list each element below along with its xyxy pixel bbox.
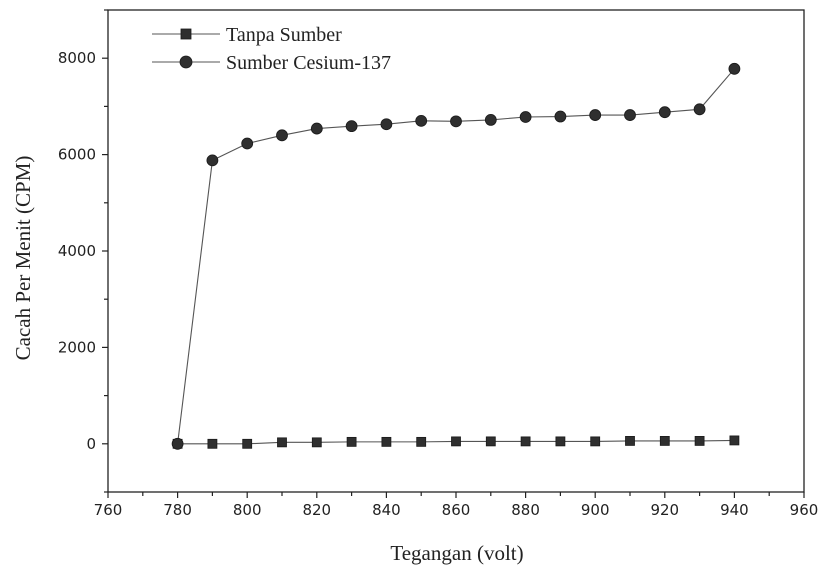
data-point-0-860 [451, 436, 461, 447]
data-point-0-920 [659, 436, 670, 446]
data-point-1-830 [345, 120, 358, 133]
x-tick-label-780: 780 [163, 501, 192, 519]
data-point-0-850 [416, 436, 427, 447]
x-tick-label-840: 840 [372, 501, 401, 519]
data-point-1-840 [380, 118, 393, 131]
data-point-1-940 [728, 62, 741, 75]
series-1 [171, 62, 741, 450]
data-point-0-870 [485, 436, 496, 447]
data-point-1-920 [658, 106, 671, 119]
legend-label-0: Tanpa Sumber [226, 24, 342, 46]
x-tick-label-860: 860 [442, 501, 471, 519]
axis-ticks: 760 780 800 820 840 860 880 900 920 940 960 0 2000 40… [58, 9, 819, 519]
x-tick-label-820: 820 [302, 501, 331, 519]
data-point-1-870 [484, 113, 497, 126]
data-point-0-910 [625, 436, 635, 446]
x-axis-title: Tegangan (volt) [390, 541, 523, 565]
x-tick-label-920: 920 [650, 501, 679, 519]
data-point-0-810 [277, 437, 287, 448]
y-tick-label-2000: 2000 [58, 338, 96, 356]
data-point-1-860 [450, 115, 462, 128]
legend-label-1: Sumber Cesium-137 [226, 52, 391, 74]
data-point-1-810 [276, 129, 288, 142]
x-tick-label-880: 880 [511, 501, 540, 519]
data-point-0-940 [729, 435, 740, 446]
data-point-0-880 [520, 436, 531, 447]
legend-marker-0 [180, 28, 192, 40]
series-0 [172, 435, 740, 449]
y-tick-label-0: 0 [86, 435, 96, 453]
data-point-1-890 [554, 110, 567, 123]
y-axis-title: Cacah Per Menit (CPM) [11, 156, 35, 361]
series-layer [171, 62, 741, 450]
data-point-1-850 [415, 114, 428, 127]
data-point-1-820 [310, 122, 323, 135]
y-tick-label-4000: 4000 [58, 242, 96, 260]
data-point-1-930 [693, 103, 706, 116]
data-point-1-900 [589, 109, 602, 121]
y-tick-label-6000: 6000 [58, 146, 96, 164]
data-point-0-900 [590, 436, 601, 447]
data-point-0-790 [207, 438, 218, 449]
x-tick-label-800: 800 [233, 501, 262, 519]
data-point-0-830 [346, 436, 357, 447]
x-tick-label-960: 960 [790, 501, 819, 519]
data-point-1-790 [206, 154, 219, 167]
y-tick-label-8000: 8000 [58, 49, 96, 67]
data-point-1-910 [624, 109, 636, 121]
data-point-1-800 [241, 137, 254, 150]
plot-frame [107, 9, 805, 493]
legend-marker-1 [179, 55, 193, 69]
data-point-1-780 [171, 437, 184, 450]
x-tick-label-900: 900 [581, 501, 610, 519]
data-point-0-890 [555, 436, 566, 447]
legend: Tanpa Sumber Sumber Cesium-137 [152, 24, 391, 74]
plot-axes [107, 9, 805, 493]
data-point-0-930 [694, 436, 705, 446]
data-point-0-800 [242, 438, 253, 449]
data-point-0-840 [381, 436, 392, 447]
data-point-0-820 [311, 437, 322, 448]
x-tick-label-760: 760 [94, 501, 123, 519]
x-tick-label-940: 940 [720, 501, 749, 519]
data-point-1-880 [519, 111, 532, 123]
